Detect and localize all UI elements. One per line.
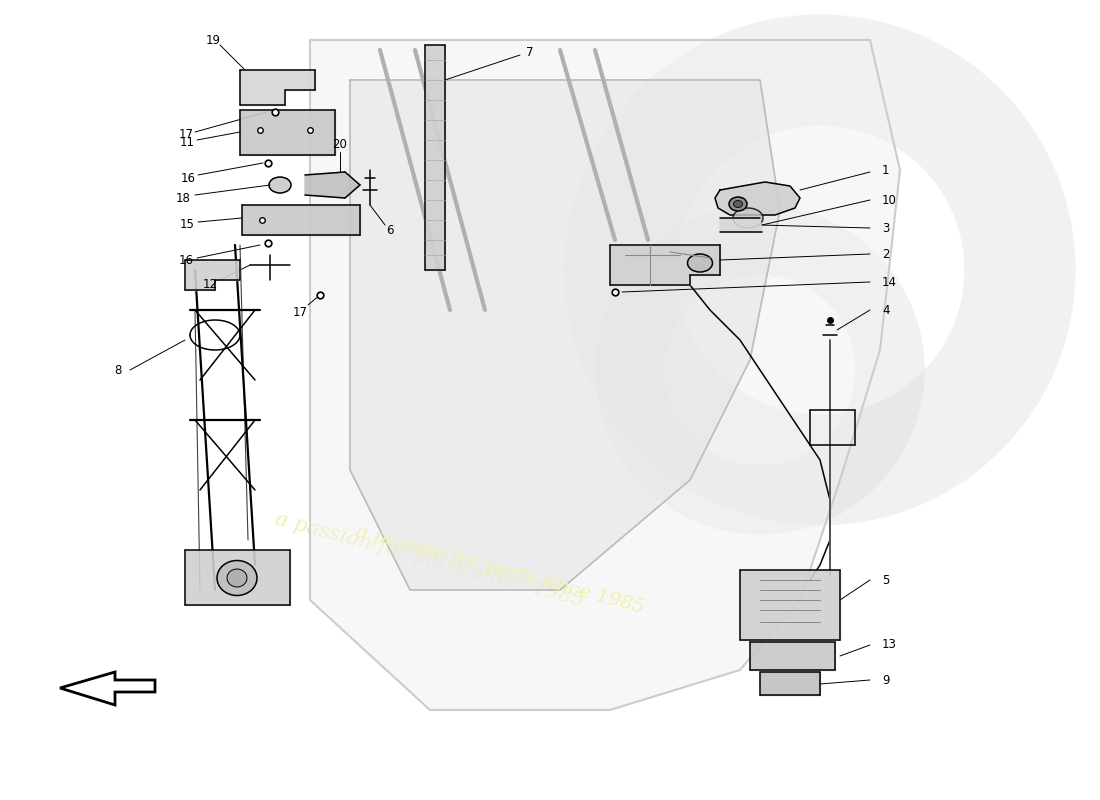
Ellipse shape (733, 208, 763, 228)
Text: 1: 1 (882, 163, 890, 177)
Polygon shape (715, 182, 800, 215)
Ellipse shape (688, 254, 713, 272)
Text: 17: 17 (293, 306, 308, 318)
Polygon shape (185, 260, 240, 290)
Text: 7: 7 (526, 46, 534, 58)
Ellipse shape (227, 569, 248, 587)
Polygon shape (750, 642, 835, 670)
Text: 16: 16 (180, 171, 196, 185)
Text: 12: 12 (202, 278, 218, 291)
Polygon shape (240, 110, 336, 155)
Polygon shape (240, 70, 315, 105)
Text: 18: 18 (176, 191, 190, 205)
Text: 8: 8 (114, 363, 122, 377)
Polygon shape (740, 570, 840, 640)
Ellipse shape (729, 197, 747, 211)
Text: 9: 9 (882, 674, 890, 686)
Text: 20: 20 (332, 138, 348, 151)
Polygon shape (350, 80, 780, 590)
Polygon shape (305, 172, 360, 198)
Ellipse shape (217, 561, 257, 595)
Polygon shape (760, 672, 820, 695)
Polygon shape (60, 672, 155, 705)
Polygon shape (242, 205, 360, 235)
Text: 2: 2 (882, 247, 890, 261)
Text: 3: 3 (882, 222, 890, 234)
Text: 14: 14 (882, 275, 896, 289)
Text: a passion for parts since 1985: a passion for parts since 1985 (354, 522, 646, 618)
Polygon shape (425, 45, 446, 270)
Text: 13: 13 (882, 638, 896, 651)
Text: a passion for parts since 1985: a passion for parts since 1985 (274, 510, 586, 610)
Text: 5: 5 (882, 574, 890, 586)
Polygon shape (185, 550, 290, 605)
Text: 19: 19 (206, 34, 220, 46)
Ellipse shape (734, 201, 742, 207)
Ellipse shape (270, 177, 292, 193)
Text: 16: 16 (178, 254, 194, 267)
Text: 15: 15 (179, 218, 195, 231)
Text: 11: 11 (179, 137, 195, 150)
Polygon shape (720, 218, 762, 232)
Polygon shape (610, 245, 720, 285)
Text: 6: 6 (386, 223, 394, 237)
Text: 17: 17 (178, 129, 194, 142)
Polygon shape (310, 40, 900, 710)
Text: 4: 4 (882, 303, 890, 317)
Text: 10: 10 (882, 194, 896, 206)
